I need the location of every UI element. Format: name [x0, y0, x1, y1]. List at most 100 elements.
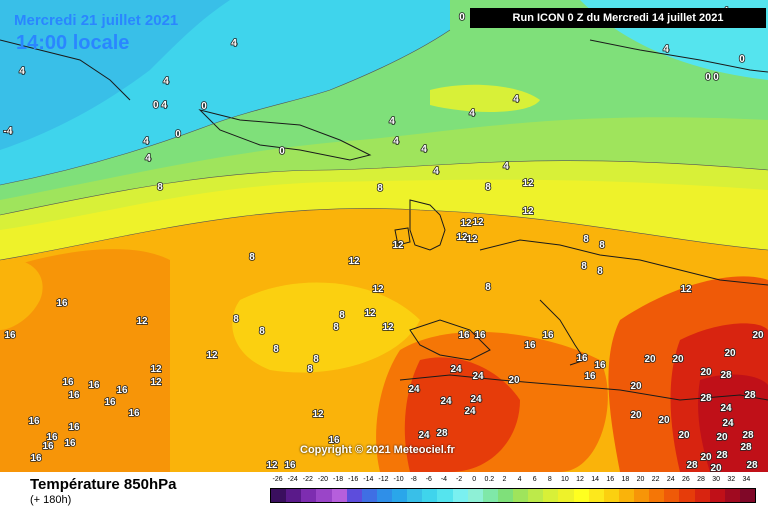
legend-value: 20 — [636, 476, 645, 483]
isotherm-label: 8 — [583, 234, 589, 245]
legend-value: -10 — [393, 476, 404, 483]
isotherm-label: 16 — [42, 441, 54, 452]
isotherm-label: 20 — [630, 381, 642, 392]
isotherm-label: 4 — [19, 66, 25, 77]
isotherm-label: 16 — [4, 330, 16, 341]
legend-value: 4 — [517, 476, 522, 483]
isotherm-label: 20 — [672, 354, 684, 365]
coastline-north-africa — [399, 374, 768, 401]
legend-swatch — [452, 489, 468, 502]
legend-swatch — [588, 489, 604, 502]
legend-value: 0.2 — [484, 476, 495, 483]
isotherm-label: 16 — [62, 377, 74, 388]
isotherm-label: 20 — [658, 415, 670, 426]
coastline-russia — [589, 39, 768, 73]
isotherm-label: 16 — [104, 397, 116, 408]
isotherm-label: 16 — [46, 432, 58, 443]
isotherm-label: 4 — [663, 44, 669, 55]
coastline-ireland — [394, 227, 411, 246]
isotherm-label: 28 — [740, 442, 752, 453]
legend-value: -14 — [363, 476, 374, 483]
isotherm-label: 20 — [644, 354, 656, 365]
isotherm-label: 4 — [231, 38, 237, 49]
legend-swatch — [467, 489, 483, 502]
isotherm-label: 28 — [746, 460, 758, 471]
isotherm-line-0 — [0, 29, 451, 186]
isotherm-label: 16 — [68, 422, 80, 433]
isotherm-label: 24 — [472, 371, 484, 382]
isotherm-label: 16 — [594, 360, 606, 371]
isotherm-label: 16 — [28, 416, 40, 427]
isotherm-label: 4 — [421, 144, 427, 155]
temperature-map: 0-444040040 4044-44404404448881212121212… — [0, 0, 768, 472]
isotherm-label: 8 — [249, 252, 255, 263]
isotherm-label: 20 — [678, 430, 690, 441]
isotherm-label: 16 — [284, 460, 296, 471]
coastline-british-isles — [409, 199, 446, 251]
field-band-minus4 — [0, 0, 230, 150]
legend-swatch — [331, 489, 347, 502]
isotherm-label: 12 — [150, 377, 162, 388]
isotherm-label: 8 — [233, 314, 239, 325]
legend-swatch — [739, 489, 755, 502]
isotherm-label: 20 — [710, 463, 722, 472]
legend-value: 22 — [651, 476, 660, 483]
isotherm-label: 12 — [456, 232, 468, 243]
legend-swatch — [286, 489, 302, 502]
legend-labels: -26 -24 -22 -20 -18 -16 -14 -12 -10 -8 -6 -4 -2 0 0.2 2… — [273, 476, 754, 488]
isotherm-label: 16 — [68, 390, 80, 401]
legend-swatch — [679, 489, 695, 502]
isotherm-label: 16 — [584, 371, 596, 382]
isotherm-label: 16 — [542, 330, 554, 341]
field-patch-atlantic — [0, 259, 43, 330]
isotherm-label: 12 — [348, 256, 360, 267]
isotherm-label: 0 — [175, 129, 181, 140]
legend-swatch — [407, 489, 423, 502]
isotherm-label: 16 — [30, 453, 42, 464]
isotherm-label: 12 — [364, 308, 376, 319]
isotherm-label: 20 — [700, 367, 712, 378]
isotherm-label: 12 — [466, 234, 478, 245]
legend-swatch — [482, 489, 498, 502]
field-band-32-east — [698, 374, 768, 472]
isotherm-label: 16 — [128, 408, 140, 419]
legend-swatch — [724, 489, 740, 502]
legend-value: -4 — [440, 476, 448, 483]
isotherm-label: 24 — [464, 406, 476, 417]
isotherm-label: 16 — [474, 330, 486, 341]
isotherm-label: 12 — [460, 218, 472, 229]
legend-swatch — [573, 489, 589, 502]
legend-value: 0 — [472, 476, 477, 483]
legend-value: 26 — [682, 476, 690, 483]
legend-swatch — [422, 489, 438, 502]
isotherm-label: 24 — [418, 430, 430, 441]
map-canvas: 0-444040040 4044-44404404448881212121212… — [0, 0, 768, 472]
isotherm-label: 0 4 — [153, 100, 167, 111]
valid-date: Mercredi 21 juillet 2021 — [14, 12, 179, 29]
isotherm-label: 24 — [450, 364, 462, 375]
legend-swatch — [649, 489, 665, 502]
isotherm-label: 0 — [459, 12, 465, 23]
isotherm-label: 4 — [393, 136, 399, 147]
legend-swatch — [497, 489, 513, 502]
legend-swatch — [528, 489, 544, 502]
legend-value: 6 — [532, 476, 537, 483]
legend-swatch — [603, 489, 619, 502]
isotherm-label: 8 — [377, 183, 383, 194]
isotherm-label: -4 — [4, 126, 13, 137]
legend-value: 32 — [727, 476, 736, 483]
isotherm-label: 0 — [201, 101, 207, 112]
isotherm-labels: 0-444040040 4044-44404404448881212121212… — [3, 5, 765, 472]
isotherm-label: 0 — [279, 146, 285, 157]
isotherm-label: 4 — [513, 94, 519, 105]
local-time: 14:00 locale — [16, 32, 130, 54]
isotherm-label: 28 — [742, 430, 754, 441]
legend-swatch — [618, 489, 634, 502]
legend-swatch — [694, 489, 710, 502]
isotherm-label: 16 — [458, 330, 470, 341]
isotherm-label: 16 — [524, 340, 536, 351]
isotherm-label: 12 — [312, 409, 324, 420]
legend-swatch — [346, 489, 362, 502]
isotherm-label: 12 — [382, 322, 394, 333]
isotherm-label: 24 — [722, 418, 734, 429]
